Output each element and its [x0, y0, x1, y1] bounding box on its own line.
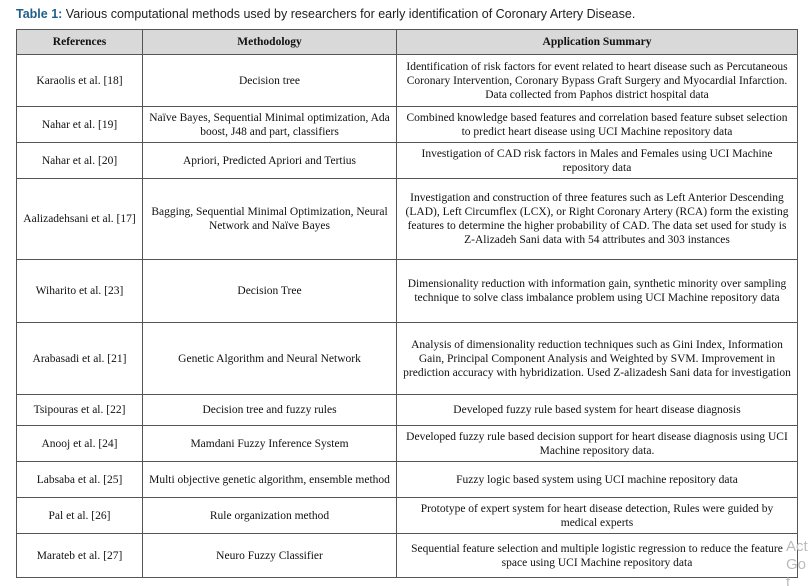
- table-cell: Mamdani Fuzzy Inference System: [142, 425, 397, 462]
- header-cell: Methodology: [142, 29, 397, 55]
- table-cell: Investigation and construction of three …: [396, 178, 798, 260]
- table-cell: Pal et al. [26]: [16, 497, 143, 534]
- table-cell: Decision tree: [142, 54, 397, 107]
- table-cell: Karaolis et al. [18]: [16, 54, 143, 107]
- table-cell: Naïve Bayes, Sequential Minimal optimiza…: [142, 106, 397, 143]
- header-row: References Methodology Application Summa…: [16, 29, 798, 55]
- table-row: Karaolis et al. [18] Decision tree Identif…: [16, 54, 798, 107]
- watermark-line: Go t: [786, 556, 807, 586]
- table-cell: Genetic Algorithm and Neural Network: [142, 322, 397, 395]
- table-cell: Sequential feature selection and multipl…: [396, 533, 798, 578]
- table-cell: Decision Tree: [142, 259, 397, 323]
- table-row: Aalizadehsani et al. [17] Bagging, Sequen…: [16, 178, 798, 260]
- table-cell: Nahar et al. [19]: [16, 106, 143, 143]
- table-row: Pal et al. [26] Rule organization method P…: [16, 497, 798, 534]
- table-cell: Marateb et al. [27]: [16, 533, 143, 578]
- table-cell: Developed fuzzy rule based system for he…: [396, 394, 798, 426]
- table-cell: Nahar et al. [20]: [16, 142, 143, 179]
- watermark-line: Act: [786, 538, 808, 555]
- caption-text: Various computational methods used by re…: [65, 7, 636, 21]
- table-cell: Decision tree and fuzzy rules: [142, 394, 397, 426]
- table-cell: Identification of risk factors for event…: [396, 54, 798, 107]
- table-cell: Anooj et al. [24]: [16, 425, 143, 462]
- table-row: Nahar et al. [19] Naïve Bayes, Sequential…: [16, 106, 798, 143]
- table-cell: Dimensionality reduction with informatio…: [396, 259, 798, 323]
- table-cell: Multi objective genetic algorithm, ensem…: [142, 461, 397, 498]
- table-cell: Wiharito et al. [23]: [16, 259, 143, 323]
- table-cell: Investigation of CAD risk factors in Mal…: [396, 142, 798, 179]
- table-cell: Combined knowledge based features and co…: [396, 106, 798, 143]
- table-row: Marateb et al. [27] Neuro Fuzzy Classifie…: [16, 533, 798, 578]
- table-body: Karaolis et al. [18] Decision tree Identif…: [16, 54, 798, 578]
- table-row: Wiharito et al. [23] Decision Tree Dimensi…: [16, 259, 798, 323]
- watermark: Act Go t: [786, 538, 811, 586]
- table-cell: Prototype of expert system for heart dis…: [396, 497, 798, 534]
- table-row: Tsipouras et al. [22] Decision tree and f…: [16, 394, 798, 426]
- table-cell: Apriori, Predicted Apriori and Tertius: [142, 142, 397, 179]
- table-row: Nahar et al. [20] Apriori, Predicted Apri…: [16, 142, 798, 179]
- caption-label: Table 1:: [16, 7, 63, 21]
- table-cell: Developed fuzzy rule based decision supp…: [396, 425, 798, 462]
- table-cell: Arabasadi et al. [21]: [16, 322, 143, 395]
- table-cell: Analysis of dimensionality reduction tec…: [396, 322, 798, 395]
- table-row: Labsaba et al. [25] Multi objective genet…: [16, 461, 798, 498]
- table-row: Arabasadi et al. [21] Genetic Algorithm a…: [16, 322, 798, 395]
- table-cell: Rule organization method: [142, 497, 397, 534]
- table-cell: Bagging, Sequential Minimal Optimization…: [142, 178, 397, 260]
- table-cell: Aalizadehsani et al. [17]: [16, 178, 143, 260]
- table-cell: Fuzzy logic based system using UCI machi…: [396, 461, 798, 498]
- table-cell: Labsaba et al. [25]: [16, 461, 143, 498]
- table-cell: Tsipouras et al. [22]: [16, 394, 143, 426]
- table: References Methodology Application Summa…: [16, 29, 798, 578]
- table-cell: Neuro Fuzzy Classifier: [142, 533, 397, 578]
- header-cell: Application Summary: [396, 29, 798, 55]
- header-cell: References: [16, 29, 143, 55]
- table-row: Anooj et al. [24] Mamdani Fuzzy Inference…: [16, 425, 798, 462]
- caption: Table 1: Various computational methods u…: [16, 7, 635, 21]
